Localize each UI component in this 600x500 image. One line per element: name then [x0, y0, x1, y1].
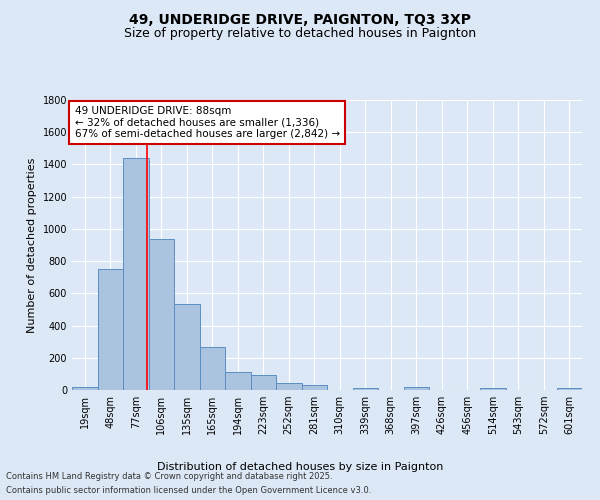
Text: Distribution of detached houses by size in Paignton: Distribution of detached houses by size …	[157, 462, 443, 472]
Bar	[302, 385, 327, 390]
Text: Contains public sector information licensed under the Open Government Licence v3: Contains public sector information licen…	[6, 486, 371, 495]
Bar	[149, 238, 174, 390]
Text: Contains HM Land Registry data © Crown copyright and database right 2025.: Contains HM Land Registry data © Crown c…	[6, 472, 332, 481]
Text: 49 UNDERIDGE DRIVE: 88sqm
← 32% of detached houses are smaller (1,336)
67% of se: 49 UNDERIDGE DRIVE: 88sqm ← 32% of detac…	[74, 106, 340, 139]
Bar	[123, 158, 149, 390]
Bar	[480, 388, 505, 390]
Text: Size of property relative to detached houses in Paignton: Size of property relative to detached ho…	[124, 28, 476, 40]
Bar	[251, 374, 276, 390]
Bar	[225, 372, 251, 390]
Y-axis label: Number of detached properties: Number of detached properties	[27, 158, 37, 332]
Bar	[174, 304, 199, 390]
Bar	[72, 387, 97, 390]
Bar	[276, 383, 302, 390]
Text: 49, UNDERIDGE DRIVE, PAIGNTON, TQ3 3XP: 49, UNDERIDGE DRIVE, PAIGNTON, TQ3 3XP	[129, 12, 471, 26]
Bar	[353, 388, 378, 390]
Bar	[199, 348, 225, 390]
Bar	[404, 387, 429, 390]
Bar	[97, 269, 123, 390]
Bar	[557, 388, 582, 390]
